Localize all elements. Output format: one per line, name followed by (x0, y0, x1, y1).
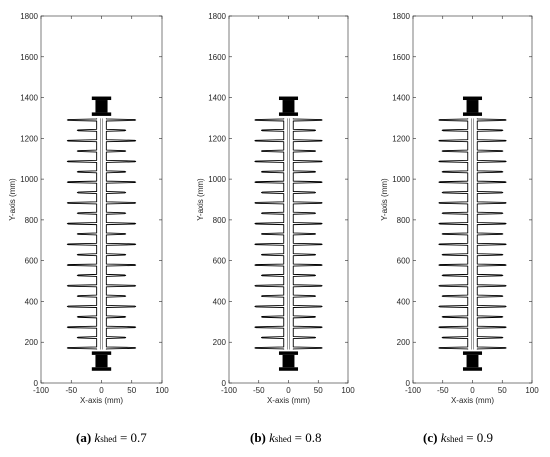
y-tick-label: 0 (406, 379, 411, 388)
caption-k: k (440, 430, 447, 445)
y-tick-label: 200 (25, 338, 39, 347)
y-tick-label: 1400 (208, 94, 226, 103)
shed-profile-right (476, 118, 507, 350)
caption-k: k (94, 430, 101, 445)
x-tick-label: 50 (314, 386, 323, 395)
top-fitting-flange (278, 112, 299, 116)
top-fitting-body (95, 100, 108, 113)
x-tick-label: -100 (221, 386, 238, 395)
panel-a: -100 -50 0 50 100020040060080010001200140016… (8, 12, 169, 405)
x-axis-label: X-axis (mm) (267, 396, 310, 405)
top-fitting-flange (462, 96, 483, 101)
x-axis-label: X-axis (mm) (80, 396, 123, 405)
x-tick-label: -50 (253, 386, 265, 395)
bottom-fitting-flange (278, 351, 299, 355)
top-fitting-flange (278, 96, 299, 101)
bottom-fitting-flange (462, 351, 483, 355)
top-fitting-flange (91, 112, 112, 116)
caption-letter: (c) (423, 430, 438, 445)
y-tick-label: 600 (213, 257, 227, 266)
y-tick-label: 800 (213, 216, 227, 225)
x-tick-label: 0 (99, 386, 104, 395)
bottom-fitting-body (282, 354, 295, 368)
caption-value: = 0.7 (119, 430, 147, 445)
y-tick-label: 1800 (20, 12, 38, 21)
y-tick-label: 400 (397, 297, 411, 306)
x-tick-label: -100 (33, 386, 50, 395)
panel-b: -100 -50 0 50 100020040060080010001200140016… (196, 12, 355, 405)
x-tick-label: -100 (405, 386, 422, 395)
panel-c: -100 -50 0 50 100020040060080010001200140016… (380, 12, 539, 405)
bottom-fitting-body (466, 354, 479, 368)
y-axis-label: Y-axis (mm) (196, 178, 205, 221)
caption-value: = 0.9 (466, 430, 494, 445)
x-tick-label: 100 (525, 386, 539, 395)
y-tick-label: 1000 (20, 175, 38, 184)
y-tick-label: 1800 (208, 12, 226, 21)
caption-letter: (b) (250, 430, 266, 445)
shed-profile-left (438, 118, 469, 350)
caption-subscript: shed (100, 434, 117, 444)
caption-c: (c) kshed = 0.9 (423, 430, 493, 446)
caption-k: k (269, 430, 275, 445)
y-tick-label: 200 (213, 338, 227, 347)
caption-letter: (a) (76, 430, 92, 445)
shed-profile-left (254, 118, 285, 350)
x-tick-label: 0 (470, 386, 475, 395)
x-tick-label: 0 (286, 386, 291, 395)
top-fitting-body (466, 100, 479, 113)
y-tick-label: 0 (34, 379, 39, 388)
bottom-fitting-flange (278, 367, 299, 371)
y-axis-label: Y-axis (mm) (8, 178, 17, 221)
shed-profile-left (66, 118, 98, 350)
y-tick-label: 800 (397, 216, 411, 225)
y-tick-label: 1400 (20, 94, 38, 103)
x-tick-label: -50 (65, 386, 77, 395)
y-tick-label: 1200 (208, 134, 226, 143)
caption-b: (b) kshed = 0.8 (250, 430, 322, 446)
y-tick-label: 200 (397, 338, 411, 347)
x-tick-label: 100 (341, 386, 355, 395)
caption-subscript: shed (274, 434, 292, 444)
x-axis-label: X-axis (mm) (451, 396, 494, 405)
plot-frame (40, 15, 163, 384)
y-tick-label: 400 (213, 297, 227, 306)
y-tick-label: 1000 (392, 175, 410, 184)
y-axis-label: Y-axis (mm) (380, 178, 389, 221)
y-tick-label: 1600 (392, 53, 410, 62)
top-fitting-flange (91, 96, 112, 101)
plot-frame (412, 15, 533, 384)
caption-value: = 0.8 (294, 430, 322, 445)
x-tick-label: 50 (127, 386, 136, 395)
shed-profile-right (105, 118, 137, 350)
y-tick-label: 600 (397, 257, 411, 266)
y-tick-label: 0 (222, 379, 227, 388)
bottom-fitting-flange (91, 367, 112, 371)
y-tick-label: 800 (25, 216, 39, 225)
bottom-fitting-body (95, 354, 108, 368)
y-tick-label: 1200 (20, 134, 38, 143)
plot-frame (228, 15, 349, 384)
y-tick-label: 1200 (392, 134, 410, 143)
top-fitting-flange (462, 112, 483, 116)
y-tick-label: 1400 (392, 94, 410, 103)
shed-profile-right (292, 118, 323, 350)
y-tick-label: 600 (25, 257, 39, 266)
caption-subscript: shed (446, 434, 463, 444)
y-tick-label: 1600 (208, 53, 226, 62)
y-tick-label: 1800 (392, 12, 410, 21)
top-fitting-body (282, 100, 295, 113)
bottom-fitting-flange (91, 351, 112, 355)
x-tick-label: 50 (498, 386, 507, 395)
caption-a: (a) kshed = 0.7 (76, 430, 147, 446)
x-tick-label: -50 (437, 386, 449, 395)
y-tick-label: 1600 (20, 53, 38, 62)
y-tick-label: 400 (25, 297, 39, 306)
y-tick-label: 1000 (208, 175, 226, 184)
x-tick-label: 100 (155, 386, 169, 395)
bottom-fitting-flange (462, 367, 483, 371)
